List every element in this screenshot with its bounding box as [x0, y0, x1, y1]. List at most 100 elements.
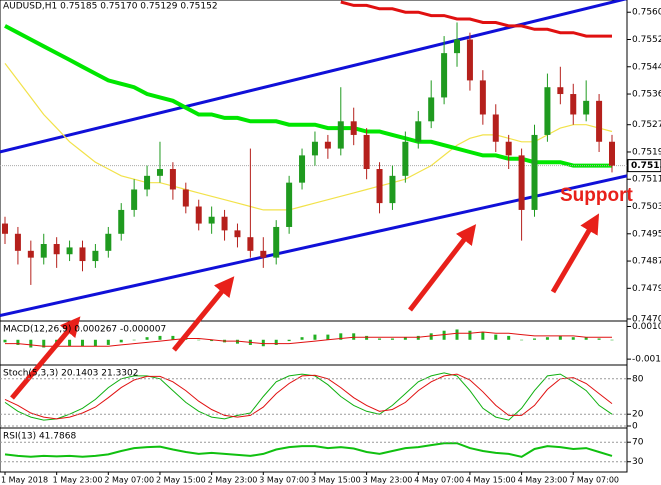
x-tick-label: 2 May 07:00: [104, 476, 154, 485]
macd-bar: [313, 334, 317, 340]
candle-body: [260, 250, 267, 258]
candle-body: [428, 97, 435, 122]
y-tick-label: 0: [632, 422, 638, 432]
candle-body: [350, 121, 357, 135]
macd-bar: [597, 338, 601, 340]
indicator-line: [5, 331, 612, 347]
macd-bar: [416, 335, 420, 340]
chart-title: AUDUSD,H1 0.75185 0.75170 0.75129 0.7515…: [3, 2, 218, 12]
candle-body: [505, 141, 512, 156]
macd-bar: [16, 339, 20, 345]
x-tick-label: 7 May 07:00: [569, 476, 619, 485]
macd-bar: [584, 337, 588, 340]
candle-body: [156, 169, 163, 176]
x-tick-label: 3 May 07:00: [259, 476, 309, 485]
candle-body: [2, 223, 8, 234]
y-tick-label: 0.7511: [632, 175, 661, 185]
macd-bar: [610, 339, 614, 341]
candle-body: [273, 226, 280, 258]
candle-body: [492, 114, 499, 142]
candle-body: [221, 216, 228, 231]
candle-body: [557, 87, 564, 95]
arrows: [10, 213, 600, 400]
candle-body: [27, 250, 34, 258]
arrow: [10, 316, 81, 400]
x-tick-label: 1 May 23:00: [53, 476, 103, 485]
x-tick-label: 1 May 2018: [1, 476, 48, 485]
panel-title: RSI(13) 41.7868: [3, 432, 76, 442]
candle-body: [40, 244, 47, 258]
panel-title: MACD(12,26,9) 0.000267 -0.000007: [3, 325, 166, 335]
x-tick-label: 4 May 15:00: [466, 476, 516, 485]
macd-bar: [197, 339, 201, 341]
y-tick-label: 0.7470: [632, 315, 661, 325]
candle-body: [208, 216, 215, 224]
channel-line: [0, 0, 627, 154]
y-tick-label: -0.0015: [632, 355, 661, 365]
macd-bar: [93, 339, 97, 347]
x-tick-label: 2 May 15:00: [156, 476, 206, 485]
macd-bar: [558, 335, 562, 340]
y-tick-label: 70: [632, 438, 644, 448]
candle-body: [415, 121, 422, 142]
candle-body: [596, 100, 603, 142]
macd-bar: [520, 339, 524, 341]
macd-bar: [80, 339, 84, 347]
candle-body: [363, 134, 370, 170]
macd-bar: [339, 333, 343, 340]
candle-body: [144, 175, 151, 190]
candle-body: [169, 169, 176, 190]
x-tick-label: 2 May 23:00: [208, 476, 258, 485]
candle-body: [195, 206, 202, 224]
y-tick-label: 80: [632, 374, 644, 384]
macd-bar: [68, 339, 72, 347]
candle-body: [247, 237, 254, 251]
macd-bar: [210, 339, 214, 342]
y-tick-label: 0.00103: [632, 322, 661, 332]
macd-bar: [29, 339, 33, 348]
candle-body: [609, 141, 615, 166]
candle-body: [66, 247, 73, 255]
macd-bar: [365, 335, 369, 340]
macd-bar: [274, 339, 278, 345]
y-tick-label: 0.7495: [632, 229, 661, 239]
macd-bar: [119, 339, 123, 343]
candle-body: [389, 175, 396, 204]
price-panel: [0, 0, 627, 318]
candle-body: [531, 134, 538, 210]
macd-bar: [300, 337, 304, 340]
candle-body: [466, 39, 473, 81]
indicator-line: [4, 63, 613, 211]
macd-bar: [390, 338, 394, 340]
macd-bar: [171, 335, 175, 340]
candle-body: [105, 233, 112, 251]
macd-bar: [352, 333, 356, 340]
candle-body: [234, 230, 241, 238]
macd-bar: [429, 333, 433, 340]
macd-bar: [287, 339, 291, 342]
indicator-line: [4, 372, 613, 421]
macd-bar: [403, 337, 407, 340]
macd-bar: [42, 339, 46, 348]
candle-body: [376, 169, 383, 204]
macd-bar: [533, 338, 537, 340]
candle-body: [324, 141, 331, 149]
candle-body: [337, 121, 344, 149]
x-tick-label: 3 May 23:00: [363, 476, 413, 485]
annotation: Support: [560, 185, 633, 206]
candle-body: [518, 155, 525, 210]
candle-body: [53, 244, 60, 255]
y-tick-label: 0.7560: [632, 8, 661, 18]
macd-bar: [571, 337, 575, 340]
y-tick-label: 0.7487: [632, 257, 661, 267]
indicator-line: [4, 24, 612, 168]
panel-title: Stoch(5,3,3) 20.1403 21.3302: [3, 369, 138, 379]
candle-body: [286, 182, 293, 227]
arrow: [550, 213, 600, 294]
macd-bar: [132, 339, 136, 341]
x-tick-label: 4 May 07:00: [414, 476, 464, 485]
current-price-label: 0.7515: [631, 161, 661, 171]
macd-bar: [545, 337, 549, 340]
macd-bar: [442, 330, 446, 340]
